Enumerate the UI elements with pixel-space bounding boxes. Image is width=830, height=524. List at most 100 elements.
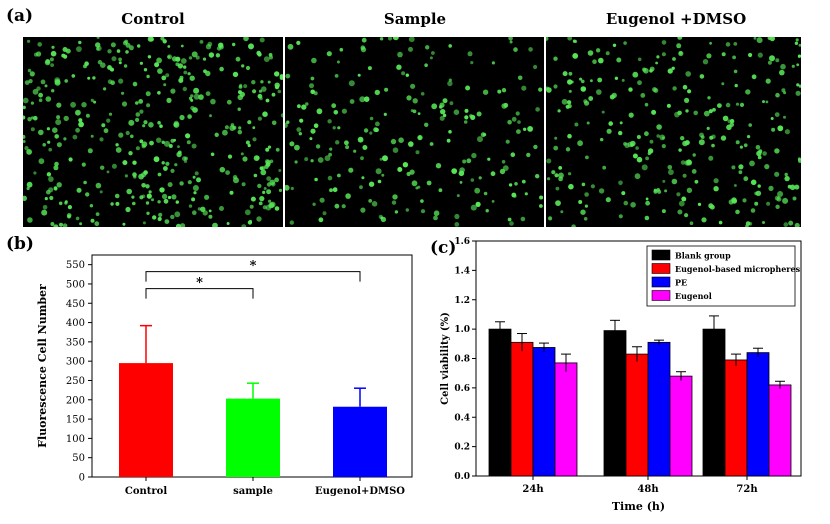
cell-dot [524, 192, 528, 196]
cell-dot [135, 101, 139, 105]
y-tick-label: 100 [66, 434, 85, 445]
cell-dot [776, 196, 782, 202]
cell-dot [392, 194, 398, 200]
cell-dot [56, 142, 62, 148]
y-tick-label: 1.4 [454, 266, 470, 276]
cell-dot [192, 175, 196, 179]
bar [554, 362, 578, 477]
cell-dot [580, 209, 586, 215]
cell-dot [54, 134, 59, 139]
cell-dot [67, 205, 72, 210]
cell-dot [738, 170, 743, 175]
cell-dot [684, 213, 689, 218]
cell-dot [157, 91, 161, 95]
cell-dot [239, 91, 245, 97]
cell-dot [110, 202, 114, 206]
cell-dot [775, 92, 780, 98]
cell-dot [757, 52, 763, 58]
cell-dot [30, 101, 34, 105]
cell-dot [664, 189, 668, 193]
cell-dot [608, 121, 613, 126]
cell-dot [259, 37, 265, 43]
cell-dot [397, 167, 403, 172]
cell-dot [132, 160, 137, 165]
cell-dot [50, 222, 55, 226]
cell-dot [653, 189, 658, 194]
cell-dot [42, 143, 46, 147]
cell-dot [368, 199, 373, 203]
cell-dot [114, 193, 120, 199]
cell-dot [635, 146, 639, 150]
cell-dot [63, 137, 67, 141]
cell-dot [26, 186, 30, 191]
cell-dot [739, 102, 745, 107]
cell-dot [420, 92, 425, 96]
cell-dot [261, 86, 267, 92]
cell-dot [99, 190, 103, 194]
cell-dot [51, 89, 55, 93]
cell-dot [132, 81, 138, 87]
cell-dot [781, 88, 786, 93]
cell-dot [193, 93, 200, 100]
cell-dot [553, 84, 558, 89]
cell-dot [230, 123, 235, 127]
cell-dot [164, 140, 170, 147]
cell-dot [271, 92, 276, 97]
y-tick-label: 0.8 [454, 355, 470, 365]
cell-dot [636, 135, 641, 139]
cell-dot [546, 86, 549, 91]
cell-dot [794, 184, 800, 190]
cell-dot [260, 169, 267, 176]
cell-dot [567, 133, 572, 139]
cell-dot [523, 127, 527, 131]
cell-dot [692, 153, 696, 157]
cell-dot [396, 64, 402, 70]
cell-dot [568, 71, 573, 76]
cell-dot [565, 147, 571, 152]
cell-dot [188, 204, 193, 208]
bar [724, 359, 748, 477]
cell-dot [605, 51, 610, 56]
cell-dot [777, 125, 784, 132]
cell-dot [397, 51, 403, 58]
bar [226, 398, 280, 477]
cell-dot [637, 80, 642, 86]
cell-dot [636, 156, 643, 163]
cell-dot [248, 43, 254, 50]
cell-dot [621, 78, 625, 82]
cell-dot [313, 123, 319, 128]
legend-swatch [651, 263, 671, 274]
cell-dot [268, 202, 275, 209]
cell-dot [260, 166, 266, 171]
cell-dot [562, 71, 568, 77]
cell-dot [81, 162, 86, 167]
cell-dot [574, 122, 579, 127]
cell-dot [90, 134, 94, 138]
cell-dot [56, 102, 62, 108]
cell-dot [226, 99, 232, 105]
cell-dot [526, 152, 531, 158]
cell-dot [111, 163, 117, 169]
cell-dot [266, 182, 272, 187]
cell-dot [161, 140, 165, 144]
cell-dot [758, 149, 763, 154]
cell-dot [235, 56, 241, 62]
cell-dot [686, 159, 692, 165]
cell-dot [24, 80, 30, 85]
cell-dot [141, 141, 148, 148]
cell-dot [796, 83, 800, 87]
cell-dot [227, 154, 233, 159]
cell-dot [180, 44, 184, 48]
cell-dot [175, 223, 182, 227]
cell-dot [191, 197, 196, 202]
cell-dot [580, 86, 587, 92]
cell-dot [124, 174, 128, 178]
cell-dot [369, 116, 374, 121]
cell-dot [157, 121, 161, 125]
cell-dot [415, 150, 420, 155]
cell-dot [410, 83, 416, 89]
cell-dot [377, 179, 382, 184]
cell-dot [553, 56, 558, 61]
cell-dot [75, 127, 80, 133]
cell-dot [329, 147, 333, 151]
